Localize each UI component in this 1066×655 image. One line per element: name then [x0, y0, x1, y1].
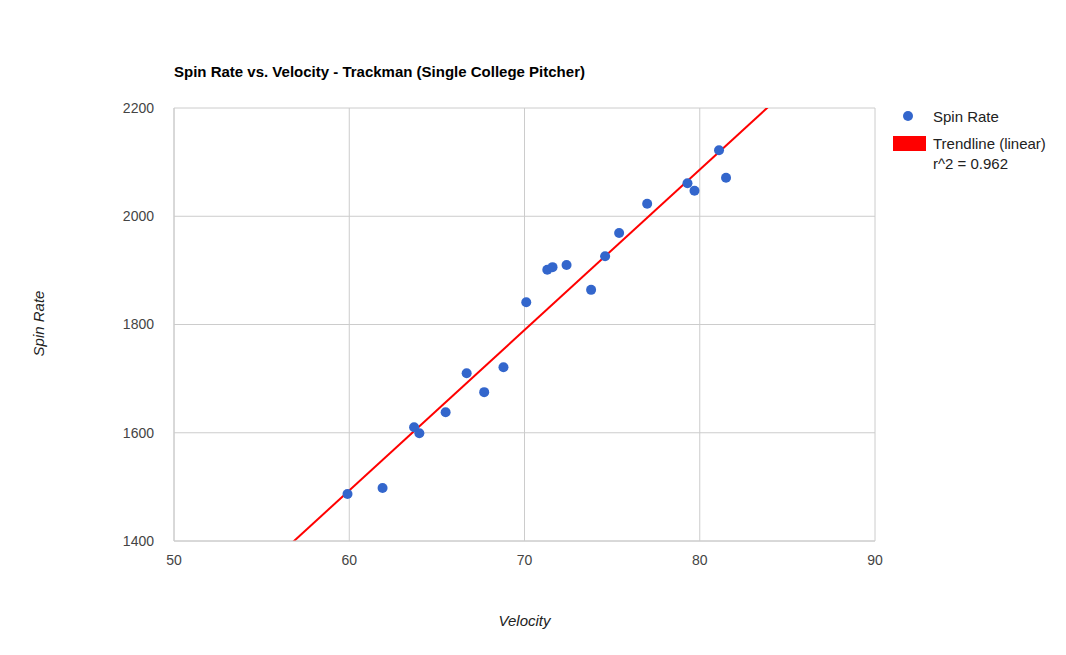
svg-text:1800: 1800 [123, 316, 154, 332]
html-text:Spin Rate vs. Velocity - Track: Spin Rate vs. Velocity - Trackman (Singl… [174, 63, 585, 80]
html-text:Trendline (linear): Trendline (linear) [933, 135, 1046, 152]
svg-text:60: 60 [341, 552, 357, 568]
svg-text:1400: 1400 [123, 533, 154, 549]
html-text:Spin Rate: Spin Rate [933, 107, 999, 125]
svg-text:50: 50 [166, 552, 182, 568]
svg-text:80: 80 [692, 552, 708, 568]
svg-text:2000: 2000 [123, 208, 154, 224]
html-text:r^2 = 0.962: r^2 = 0.962 [933, 155, 1008, 172]
svg-text:90: 90 [867, 552, 883, 568]
html-text:Spin Rate: Spin Rate [29, 290, 47, 357]
html-text:Velocity: Velocity [498, 612, 551, 629]
svg-text:70: 70 [517, 552, 533, 568]
svg-text:1600: 1600 [123, 425, 154, 441]
svg-text:2200: 2200 [123, 100, 154, 116]
